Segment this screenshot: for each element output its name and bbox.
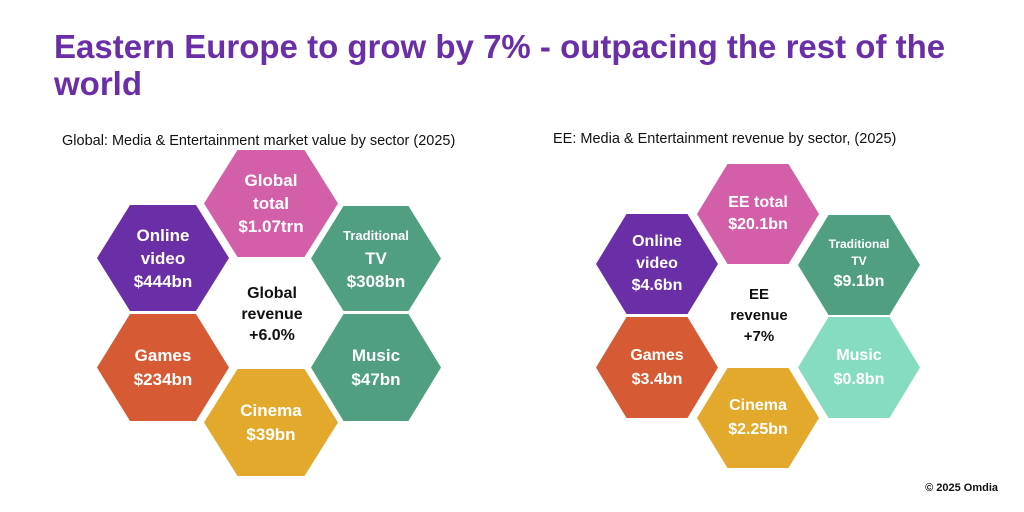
hex-value: $9.1bn — [833, 273, 885, 290]
hex-label: Traditional — [828, 237, 890, 251]
hex-value: $444bn — [133, 271, 193, 291]
hex-label: Cinema — [729, 397, 787, 414]
global-music-hex: Music $47bn — [311, 314, 441, 421]
ee-cinema-hex: Cinema $2.25bn — [697, 368, 819, 468]
page-title: Eastern Europe to grow by 7% - outpacing… — [54, 28, 946, 102]
hex-label: TV — [851, 254, 867, 268]
hex-value: $4.6bn — [631, 277, 683, 294]
ee-center-revenue: EE revenue +7% — [713, 284, 805, 347]
hex-value: $3.4bn — [631, 370, 683, 388]
center-label: revenue — [241, 306, 303, 323]
global-cinema-hex: Cinema $39bn — [204, 369, 338, 476]
hex-value: $20.1bn — [728, 216, 788, 233]
hex-label: Global — [244, 171, 298, 190]
ee-traditional-tv-hex: Traditional TV $9.1bn — [798, 215, 920, 315]
center-label: EE — [748, 286, 769, 303]
ee-total-hex: EE total $20.1bn — [697, 164, 819, 264]
hex-label: Games — [630, 346, 684, 364]
center-label: revenue — [730, 307, 788, 324]
center-value: +6.0% — [249, 327, 295, 344]
ee-games-hex: Games $3.4bn — [596, 317, 718, 418]
hex-value: $47bn — [351, 369, 401, 389]
hex-label: total — [253, 194, 289, 213]
global-total-hex: Global total $1.07trn — [204, 150, 338, 257]
hex-label: Music — [351, 345, 401, 365]
global-chart-subtitle: Global: Media & Entertainment market val… — [62, 133, 456, 149]
hex-label: Online — [632, 233, 682, 250]
ee-chart-subtitle: EE: Media & Entertainment revenue by sec… — [553, 131, 897, 147]
hex-label: TV — [365, 249, 387, 268]
hex-value: $0.8bn — [833, 370, 885, 388]
hex-value: $1.07trn — [238, 217, 304, 236]
hex-value: $308bn — [346, 272, 406, 291]
hex-value: $2.25bn — [728, 421, 788, 438]
hex-label: video — [140, 248, 186, 268]
global-games-hex: Games $234bn — [97, 314, 229, 421]
center-value: +7% — [743, 328, 775, 345]
global-center-revenue: Global revenue +6.0% — [222, 283, 322, 346]
hex-label: Games — [134, 345, 192, 365]
hex-label: Traditional — [343, 228, 409, 243]
hex-label: EE total — [728, 194, 788, 211]
global-traditional-tv-hex: Traditional TV $308bn — [311, 206, 441, 311]
copyright-notice: © 2025 Omdia — [925, 482, 998, 494]
center-label: Global — [247, 285, 297, 302]
global-online-video-hex: Online video $444bn — [97, 205, 229, 311]
hex-label: Cinema — [240, 400, 302, 420]
hex-label: video — [636, 255, 678, 272]
hex-value: $39bn — [246, 424, 296, 444]
ee-online-video-hex: Online video $4.6bn — [596, 214, 718, 314]
hex-label: Online — [136, 225, 190, 245]
hex-value: $234bn — [133, 369, 193, 389]
ee-music-hex: Music $0.8bn — [798, 317, 920, 418]
hex-label: Music — [836, 346, 882, 364]
